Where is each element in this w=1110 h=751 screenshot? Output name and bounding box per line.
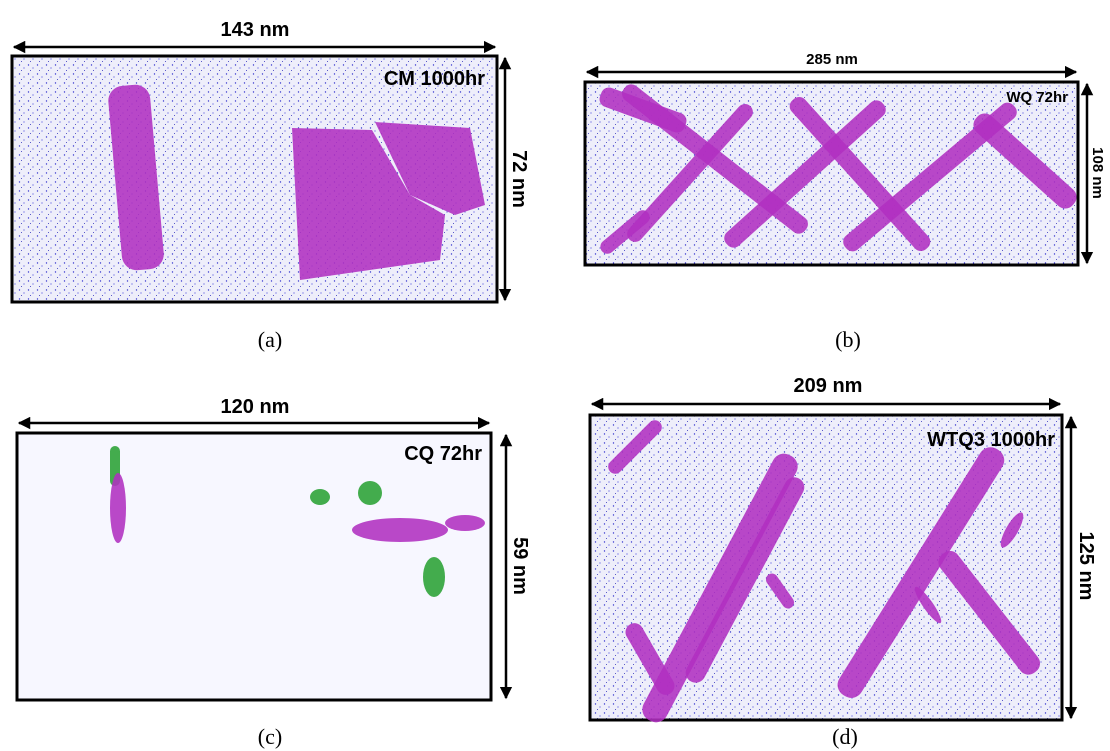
precipitate xyxy=(358,481,382,505)
sample-label: WTQ3 1000hr xyxy=(927,429,1055,451)
sample-label: CQ 72hr xyxy=(404,443,482,465)
width-label: 285 nm xyxy=(806,51,858,68)
panel-b: 285 nm WQ 72hr 108 nm (b) xyxy=(583,51,1106,352)
width-label: 120 nm xyxy=(221,396,290,418)
precipitate xyxy=(108,84,164,271)
reconstruction xyxy=(15,431,493,702)
panel-d: 209 nm WTQ3 1000hr 125 nm (d) xyxy=(588,375,1097,749)
sample-label: WQ 72hr xyxy=(1006,89,1068,106)
height-label: 59 nm xyxy=(509,537,531,595)
precipitates xyxy=(608,420,1041,723)
precipitate xyxy=(110,473,126,543)
precipitate xyxy=(292,128,445,280)
height-label: 108 nm xyxy=(1089,147,1106,199)
height-label: 125 nm xyxy=(1075,532,1097,601)
precipitate xyxy=(310,489,330,505)
sample-label: CM 1000hr xyxy=(384,68,485,90)
panel-c: 120 nm CQ 72hr 59 nm (c) xyxy=(15,396,531,749)
panel-a: 143 nm CM 1000hr 72 nm (a) xyxy=(10,19,530,352)
precipitate xyxy=(352,518,448,542)
width-label: 209 nm xyxy=(794,375,863,397)
caption: (d) xyxy=(832,724,858,749)
width-label: 143 nm xyxy=(221,19,290,41)
precipitates xyxy=(599,84,1077,254)
precipitate xyxy=(445,515,485,531)
precipitate xyxy=(375,122,485,215)
caption: (c) xyxy=(258,724,282,749)
precipitate xyxy=(423,557,445,597)
caption: (a) xyxy=(258,327,282,352)
caption: (b) xyxy=(835,327,861,352)
height-label: 72 nm xyxy=(508,150,530,208)
